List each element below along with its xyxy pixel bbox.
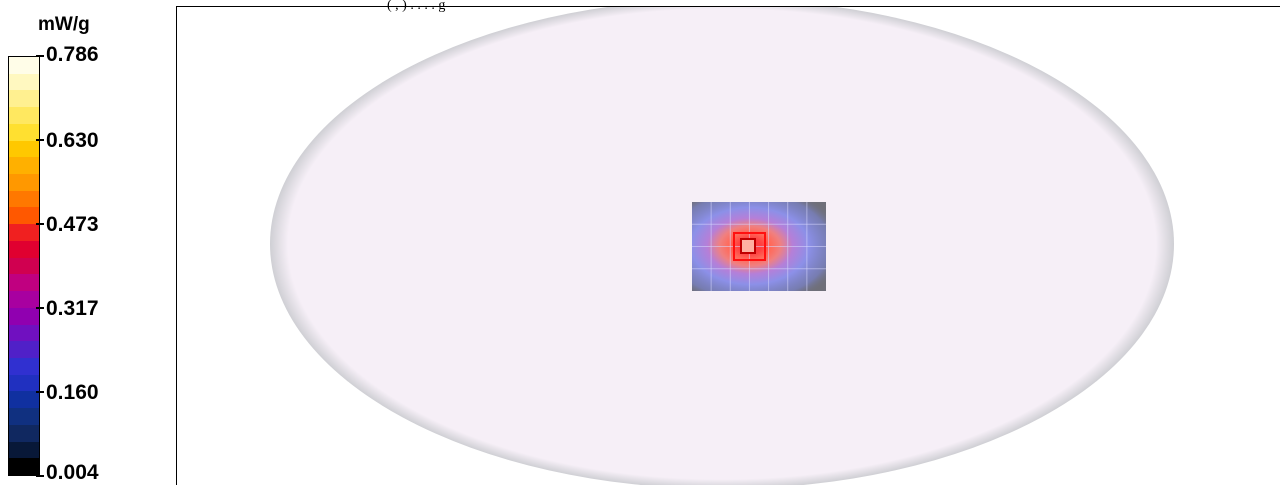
colorbar-step	[9, 324, 39, 342]
colorbar-tick-mark	[36, 307, 44, 309]
colorbar-tick-label: 0.786	[46, 43, 99, 66]
colorbar-tick-mark	[36, 223, 44, 225]
hotspot-inner-contour	[740, 238, 756, 254]
colorbar-step	[9, 341, 39, 358]
colorbar-tick-label: 0.630	[46, 129, 99, 152]
colorbar-step	[9, 357, 39, 375]
colorbar-step	[9, 374, 39, 392]
colorbar-step	[9, 408, 39, 425]
colorbar-tick-label: 0.317	[46, 297, 99, 320]
colorbar-tick-mark	[36, 55, 44, 57]
colorbar-step	[9, 57, 39, 74]
colorbar-step	[9, 90, 39, 108]
colorbar-step	[9, 107, 39, 124]
colorbar-step	[9, 73, 39, 91]
colorbar-step	[9, 291, 39, 308]
colorbar-step	[9, 224, 39, 241]
colorbar-step	[9, 207, 39, 225]
colorbar-step	[9, 140, 39, 158]
colorbar-step	[9, 190, 39, 208]
colorbar-step	[9, 274, 39, 292]
colorbar-unit-label: mW/g	[38, 14, 90, 35]
colorbar-tick-label: 0.160	[46, 381, 99, 404]
colorbar-tick-label: 0.004	[46, 461, 99, 484]
colorbar-step	[9, 174, 39, 191]
colorbar	[8, 56, 40, 476]
colorbar-step	[9, 307, 39, 325]
colorbar-step	[9, 123, 39, 141]
colorbar-legend: mW/g 0.786 0.630 0.473 0.317 0.160 0.004	[0, 0, 175, 485]
colorbar-step	[9, 441, 39, 459]
colorbar-tick-label: 0.473	[46, 213, 99, 236]
colorbar-step	[9, 391, 39, 409]
colorbar-tick-mark	[36, 475, 44, 477]
hotspot-outer-contour	[733, 232, 766, 261]
colorbar-tick-mark	[36, 391, 44, 393]
colorbar-step	[9, 458, 39, 475]
colorbar-step	[9, 257, 39, 275]
colorbar-step	[9, 157, 39, 175]
colorbar-step	[9, 424, 39, 442]
colorbar-step	[9, 240, 39, 258]
scan-area	[692, 202, 826, 291]
colorbar-tick-mark	[36, 139, 44, 141]
top-caption: ( , ) . . . . g	[387, 0, 446, 13]
plot-area: ( , ) . . . . g	[176, 0, 1280, 485]
scan-grid	[692, 202, 826, 291]
